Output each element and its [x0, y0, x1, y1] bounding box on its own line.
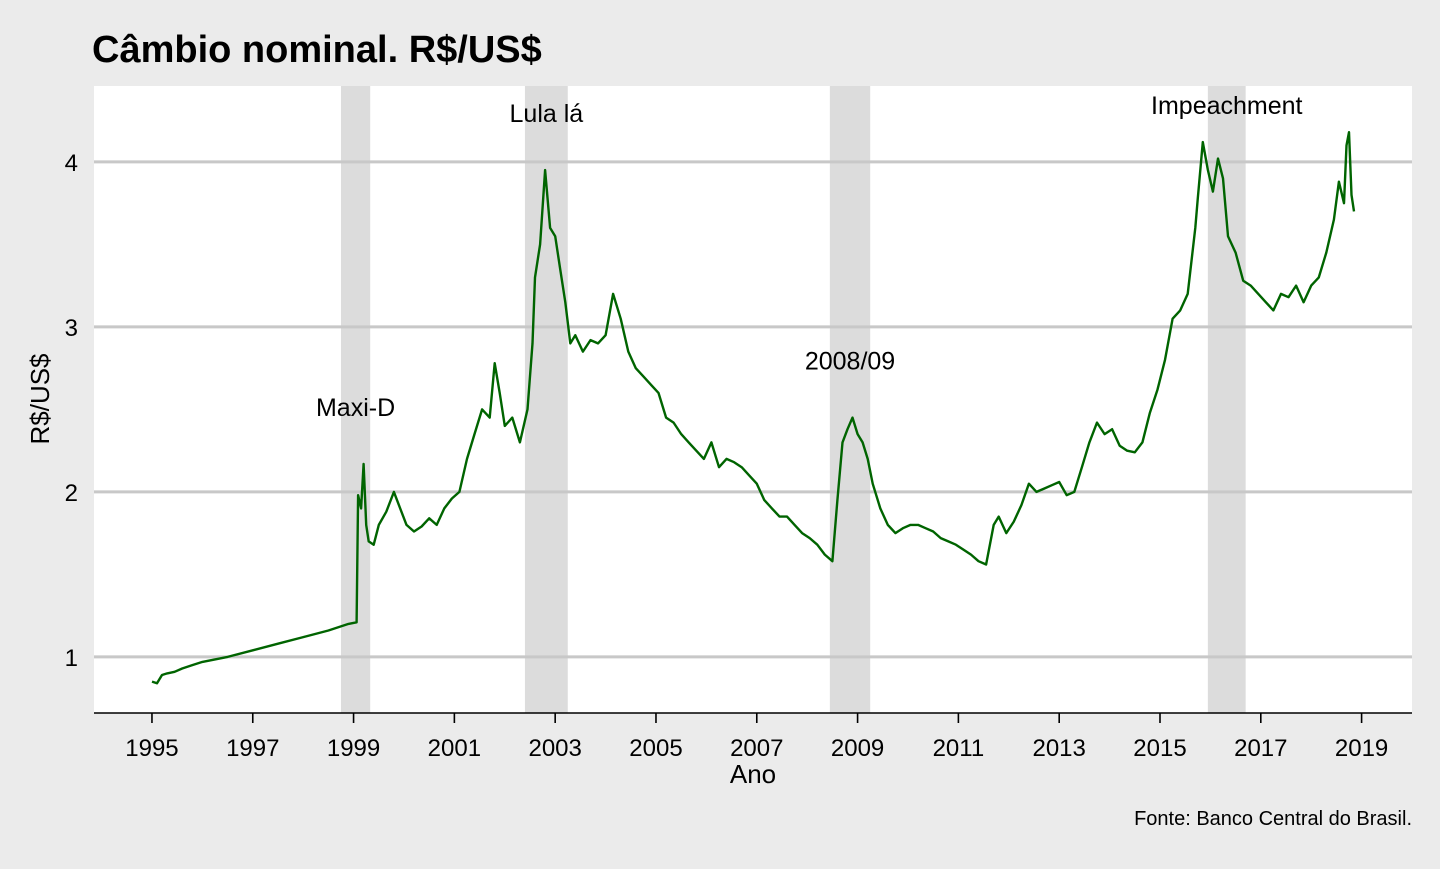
x-tick-label: 2011	[933, 735, 985, 762]
shaded-period	[829, 86, 871, 713]
x-tick-label: 1999	[327, 735, 380, 762]
chart-title: Câmbio nominal. R$/US$	[92, 29, 542, 71]
y-tick-label: 4	[65, 150, 78, 177]
period-label: Maxi-D	[316, 394, 395, 422]
gridlines	[94, 160, 1412, 659]
x-tick-label: 2003	[528, 735, 581, 762]
source-caption: Fonte: Banco Central do Brasil.	[1134, 808, 1412, 830]
y-tick-label: 1	[65, 645, 78, 672]
series-layer	[151, 130, 1356, 685]
plot-panel	[94, 86, 1412, 713]
x-tick-label: 1997	[226, 735, 279, 762]
y-axis-ticks: 1 2 3 4	[65, 150, 78, 672]
x-tick-label: 2007	[730, 735, 783, 762]
x-axis-label: Ano	[730, 759, 776, 789]
x-tick-label: 2019	[1335, 735, 1388, 762]
exchange-rate-line	[151, 130, 1356, 685]
period-labels: Maxi-D Lula lá 2008/09 Impeachment	[316, 92, 1303, 422]
x-tick-label: 2009	[831, 735, 884, 762]
period-label: 2008/09	[805, 348, 895, 376]
period-label: Impeachment	[1151, 92, 1303, 120]
period-label: Lula lá	[510, 100, 584, 128]
x-tick-label: 2015	[1133, 735, 1186, 762]
y-axis-label: R$/US$	[25, 353, 55, 445]
x-tick-label: 1995	[125, 735, 178, 762]
y-tick-label: 2	[65, 480, 78, 507]
x-tick-label: 2013	[1032, 735, 1085, 762]
x-axis-ticks: 1995 1997 1999 2001 2003 2005 2007 2009 2011 2013…	[125, 713, 1388, 762]
x-tick-label: 2001	[428, 735, 481, 762]
y-tick-label: 3	[65, 315, 78, 342]
x-tick-label: 2005	[629, 735, 682, 762]
x-tick-label: 2017	[1234, 735, 1287, 762]
